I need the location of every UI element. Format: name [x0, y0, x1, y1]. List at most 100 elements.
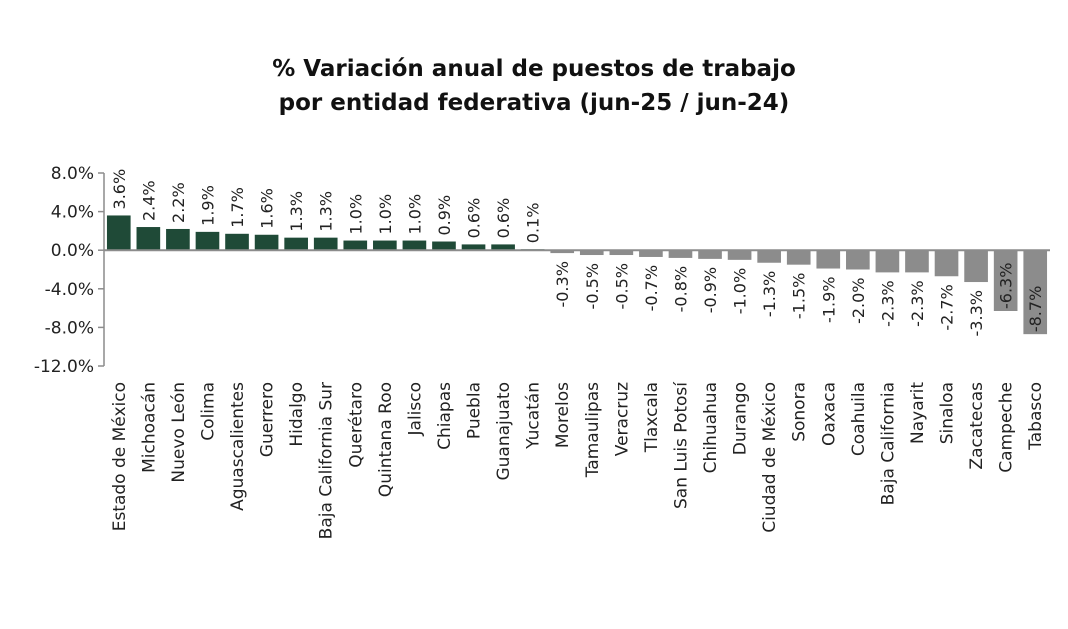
- data-label: 0.9%: [435, 195, 454, 236]
- data-label: 0.1%: [524, 203, 543, 244]
- bar: [491, 244, 515, 251]
- bar: [225, 233, 249, 251]
- data-label: -2.3%: [908, 280, 927, 326]
- x-tick-label: Guerrero: [258, 382, 278, 457]
- bar: [934, 250, 959, 277]
- bar: [639, 250, 663, 257]
- data-label: -1.9%: [819, 277, 838, 323]
- bar: [373, 240, 397, 251]
- x-tick-label: Michoacán: [139, 382, 159, 473]
- data-label: -1.5%: [790, 273, 809, 319]
- x-tick-label: Querétaro: [346, 382, 366, 468]
- bar: [875, 250, 900, 273]
- bar: [343, 240, 368, 251]
- chart-title: % Variación anual de puestos de trabajo …: [0, 52, 1068, 120]
- bar: [432, 241, 456, 251]
- x-tick-label: Jalisco: [405, 382, 425, 436]
- data-label: -1.3%: [760, 271, 779, 317]
- data-label: -8.7%: [1026, 286, 1045, 332]
- x-tick-label: Tlaxcala: [642, 382, 662, 453]
- x-tick-label: Sinaloa: [938, 382, 958, 444]
- data-label: 1.0%: [405, 194, 424, 235]
- bar: [461, 244, 486, 251]
- data-label: 1.0%: [376, 194, 395, 235]
- bar: [254, 234, 279, 251]
- x-tick-label: Baja California Sur: [317, 382, 337, 539]
- bar: [195, 231, 220, 251]
- x-tick-label: Zacatecas: [967, 382, 987, 470]
- data-label: -2.0%: [849, 278, 868, 324]
- data-label: 1.6%: [258, 188, 277, 229]
- bar: [106, 215, 131, 251]
- x-tick-label: Tamaulipas: [583, 382, 603, 478]
- data-label: -0.5%: [612, 263, 631, 309]
- x-tick-label: Nayarit: [908, 382, 928, 444]
- x-tick-label: Ciudad de México: [760, 382, 780, 533]
- x-tick-label: Chihuahua: [701, 382, 721, 473]
- bar: [727, 250, 752, 260]
- y-tick-label: -12.0%: [34, 357, 94, 377]
- y-tick-label: -8.0%: [45, 318, 94, 338]
- bar: [609, 250, 634, 256]
- bar: [757, 250, 781, 263]
- data-label: 3.6%: [110, 169, 129, 210]
- bar: [786, 250, 811, 265]
- bar: [905, 250, 929, 273]
- bar: [668, 250, 693, 258]
- bar: [846, 250, 870, 270]
- y-tick-label: 4.0%: [51, 203, 94, 223]
- x-tick-label: Estado de México: [110, 382, 130, 531]
- data-label: 0.6%: [494, 198, 513, 239]
- x-tick-label: Yucatán: [524, 382, 544, 450]
- data-label: -6.3%: [997, 263, 1016, 309]
- data-label: 1.9%: [198, 185, 217, 226]
- data-label: -2.7%: [938, 284, 957, 330]
- x-tick-label: Morelos: [553, 382, 573, 448]
- x-tick-label: San Luis Potosí: [671, 381, 691, 509]
- data-label: -1.0%: [731, 268, 750, 314]
- data-label: 1.7%: [228, 187, 247, 228]
- y-tick-label: 8.0%: [51, 164, 94, 184]
- x-tick-label: Hidalgo: [287, 382, 307, 447]
- data-label: 1.3%: [317, 191, 336, 232]
- x-tick-label: Oaxaca: [819, 382, 839, 446]
- x-tick-label: Tabasco: [1026, 382, 1046, 451]
- bar: [816, 250, 841, 269]
- data-label: -3.3%: [967, 290, 986, 336]
- x-tick-label: Puebla: [465, 382, 485, 439]
- data-label: 0.6%: [465, 198, 484, 239]
- data-label: -0.5%: [583, 263, 602, 309]
- bar: [579, 250, 604, 256]
- x-tick-label: Baja California: [878, 382, 898, 505]
- data-label: -2.3%: [878, 280, 897, 326]
- data-label: -0.8%: [671, 266, 690, 312]
- x-tick-label: Coahuila: [849, 382, 869, 456]
- data-label: -0.9%: [701, 267, 720, 313]
- bar: [698, 250, 722, 259]
- data-label: 1.0%: [346, 194, 365, 235]
- bar: [550, 250, 575, 254]
- x-tick-label: Sonora: [790, 382, 810, 442]
- bar: [313, 237, 338, 251]
- x-tick-label: Durango: [731, 382, 751, 455]
- chart-title-line-2: por entidad federativa (jun-25 / jun-24): [278, 90, 790, 116]
- y-tick-label: 0.0%: [51, 241, 94, 261]
- bar: [402, 240, 427, 251]
- data-label: -0.7%: [642, 265, 661, 311]
- data-label: 2.4%: [139, 180, 158, 221]
- x-tick-label: Chiapas: [435, 382, 455, 450]
- bar: [993, 250, 1018, 311]
- bar: [1023, 250, 1048, 335]
- x-tick-label: Guanajuato: [494, 382, 514, 481]
- bar: [284, 237, 308, 251]
- chart-title-line-1: % Variación anual de puestos de trabajo: [272, 56, 796, 82]
- x-tick-label: Colima: [198, 382, 218, 441]
- bar: [166, 228, 190, 251]
- x-tick-label: Veracruz: [612, 382, 632, 456]
- x-tick-label: Campeche: [997, 382, 1017, 473]
- x-tick-label: Aguascalientes: [228, 382, 248, 511]
- x-tick-label: Nuevo León: [169, 382, 189, 483]
- data-label: 2.2%: [169, 182, 188, 223]
